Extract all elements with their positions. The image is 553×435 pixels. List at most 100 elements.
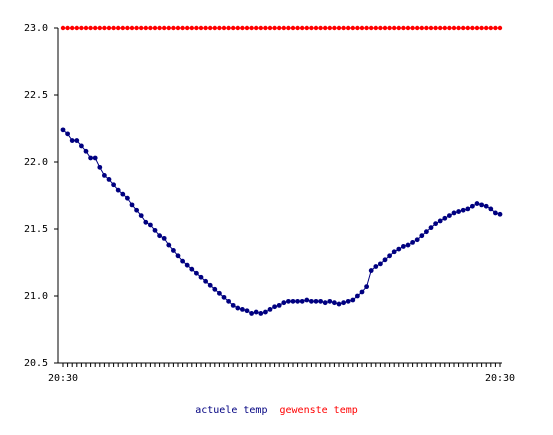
actuele-temp-point: [111, 182, 116, 188]
actuele-temp-point: [217, 290, 222, 296]
gewenste-temp-point: [235, 25, 240, 31]
actuele-temp-point: [470, 203, 475, 209]
y-tick-label: 22.5: [24, 90, 48, 101]
actuele-temp-point: [148, 222, 153, 228]
gewenste-temp-point: [346, 25, 351, 31]
gewenste-temp-point: [70, 25, 75, 31]
actuele-temp-point: [115, 187, 121, 193]
gewenste-temp-point: [272, 25, 277, 31]
gewenste-temp-point: [451, 25, 457, 31]
chart-marks: [60, 25, 503, 316]
actuele-temp-point: [79, 143, 84, 149]
actuele-temp-point: [405, 242, 411, 248]
gewenste-temp-point: [88, 25, 93, 31]
y-tick-label: 20.5: [24, 358, 48, 369]
actuele-temp-point: [230, 302, 236, 308]
actuele-temp-point: [414, 237, 420, 243]
actuele-temp-point: [97, 164, 103, 170]
actuele-temp-point: [88, 155, 93, 161]
gewenste-temp-point: [456, 25, 461, 31]
gewenste-temp-point: [433, 25, 438, 31]
legend-actuele-temp: actuele temp: [195, 405, 268, 416]
gewenste-temp-point: [392, 25, 397, 31]
actuele-temp-point: [497, 211, 503, 217]
gewenste-temp-point: [254, 25, 259, 31]
actuele-temp-point: [120, 191, 126, 197]
actuele-temp-point: [336, 301, 342, 307]
x-tick-label: 20:30: [485, 373, 515, 384]
gewenste-temp-point: [162, 25, 167, 31]
actuele-temp-point: [240, 307, 245, 312]
gewenste-temp-point: [424, 25, 429, 31]
gewenste-temp-point: [327, 25, 332, 31]
actuele-temp-point: [263, 309, 268, 315]
gewenste-temp-point: [295, 25, 300, 31]
actuele-temp-point: [355, 293, 360, 299]
actuele-temp-point: [309, 298, 314, 304]
actuele-temp-point: [460, 207, 466, 213]
gewenste-temp-point: [336, 25, 342, 31]
actuele-temp-point: [368, 268, 374, 273]
y-tick-label: 21.5: [24, 224, 48, 235]
actuele-temp-point: [249, 311, 255, 316]
actuele-temp-point: [488, 206, 494, 212]
actuele-temp-point: [419, 233, 425, 239]
gewenste-temp-point: [286, 25, 291, 31]
actuele-temp-point: [129, 202, 135, 208]
gewenste-temp-point: [405, 25, 411, 31]
gewenste-temp-point: [364, 25, 369, 31]
gewenste-temp-point: [410, 25, 415, 31]
actuele-temp-point: [267, 307, 273, 312]
actuele-temp-point: [143, 219, 149, 225]
actuele-temp-point: [378, 261, 383, 267]
gewenste-temp-point: [60, 25, 66, 31]
y-tick-label: 23.0: [24, 23, 48, 34]
actuele-temp-point: [157, 233, 163, 239]
gewenste-temp-point: [267, 25, 273, 31]
gewenste-temp-point: [359, 25, 365, 31]
gewenste-temp-point: [396, 25, 401, 31]
gewenste-temp-point: [93, 25, 98, 31]
actuele-temp-point: [447, 213, 452, 219]
actuele-temp-point: [175, 253, 181, 259]
actuele-temp-point: [424, 229, 429, 235]
gewenste-temp-point: [208, 25, 213, 31]
x-tick-label: 20:30: [48, 373, 78, 384]
gewenste-temp-point: [74, 25, 80, 31]
gewenste-temp-point: [212, 25, 217, 31]
gewenste-temp-point: [97, 25, 103, 31]
actuele-temp-point: [203, 278, 209, 284]
gewenste-temp-point: [277, 25, 282, 31]
gewenste-temp-point: [166, 25, 171, 31]
gewenste-temp-point: [415, 25, 420, 31]
gewenste-temp-point: [226, 25, 231, 31]
gewenste-temp-point: [493, 25, 498, 31]
actuele-temp-point: [74, 138, 80, 143]
actuele-temp-point: [332, 300, 337, 306]
gewenste-temp-point: [198, 25, 204, 31]
gewenste-temp-point: [240, 25, 245, 31]
x-ticks: 20:30 20:30: [48, 363, 515, 384]
gewenste-temp-point: [258, 25, 263, 31]
gewenste-temp-point: [185, 25, 190, 31]
gewenste-temp-point: [249, 25, 254, 31]
gewenste-temp-point: [79, 25, 84, 31]
actuele-temp-point: [92, 155, 98, 161]
actuele-temp-point: [364, 284, 369, 290]
actuele-temp-point: [226, 298, 232, 304]
gewenste-temp-point: [465, 25, 470, 31]
actuele-temp-point: [180, 258, 186, 264]
gewenste-temp-point: [116, 25, 121, 31]
legend: actuele temp gewenste temp: [0, 405, 553, 416]
actuele-temp-point: [322, 300, 328, 306]
gewenste-temp-point: [134, 25, 139, 31]
actuele-temp-point: [272, 304, 277, 310]
actuele-temp-point: [382, 257, 388, 263]
actuele-temp-point: [152, 227, 158, 233]
actuele-temp-point: [184, 262, 190, 268]
gewenste-temp-point: [129, 25, 135, 31]
actuele-temp-point: [258, 311, 264, 316]
actuele-temp-point: [65, 131, 70, 137]
y-ticks: 23.0 22.5 22.0 21.5 21.0 20.5: [24, 23, 58, 369]
